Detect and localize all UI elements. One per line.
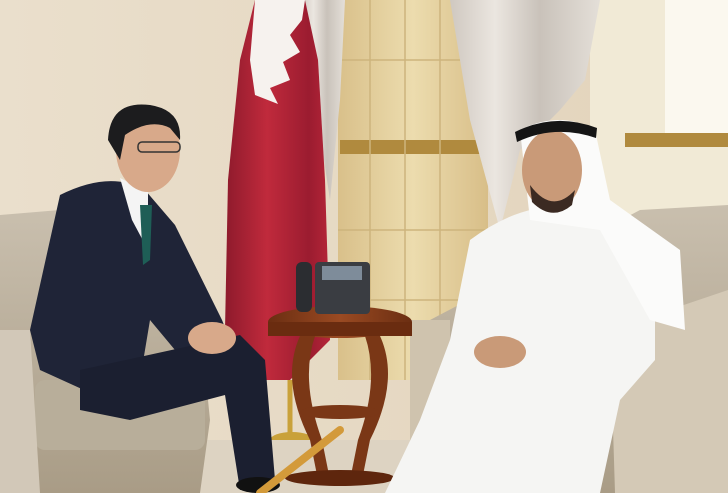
suit-trousers bbox=[80, 335, 275, 490]
table-edge bbox=[268, 322, 412, 336]
foreground-object bbox=[256, 426, 344, 493]
agal bbox=[515, 120, 597, 142]
tie bbox=[140, 205, 152, 265]
rail bbox=[625, 133, 728, 147]
phone-handset bbox=[296, 262, 312, 312]
phone-screen bbox=[322, 266, 362, 280]
table-base bbox=[285, 470, 395, 486]
hair bbox=[108, 104, 181, 160]
hands bbox=[474, 336, 526, 368]
rail bbox=[340, 140, 490, 154]
chair-arm bbox=[0, 330, 40, 493]
suit-jacket bbox=[30, 181, 230, 395]
glasses bbox=[137, 141, 181, 153]
hands bbox=[188, 322, 236, 354]
floor bbox=[200, 440, 420, 493]
face bbox=[522, 130, 582, 210]
shirt bbox=[120, 178, 148, 250]
beard bbox=[530, 185, 575, 213]
table-shelf bbox=[300, 405, 380, 419]
flag-white bbox=[250, 0, 305, 104]
curtain bbox=[450, 0, 600, 230]
window-light bbox=[665, 0, 728, 140]
